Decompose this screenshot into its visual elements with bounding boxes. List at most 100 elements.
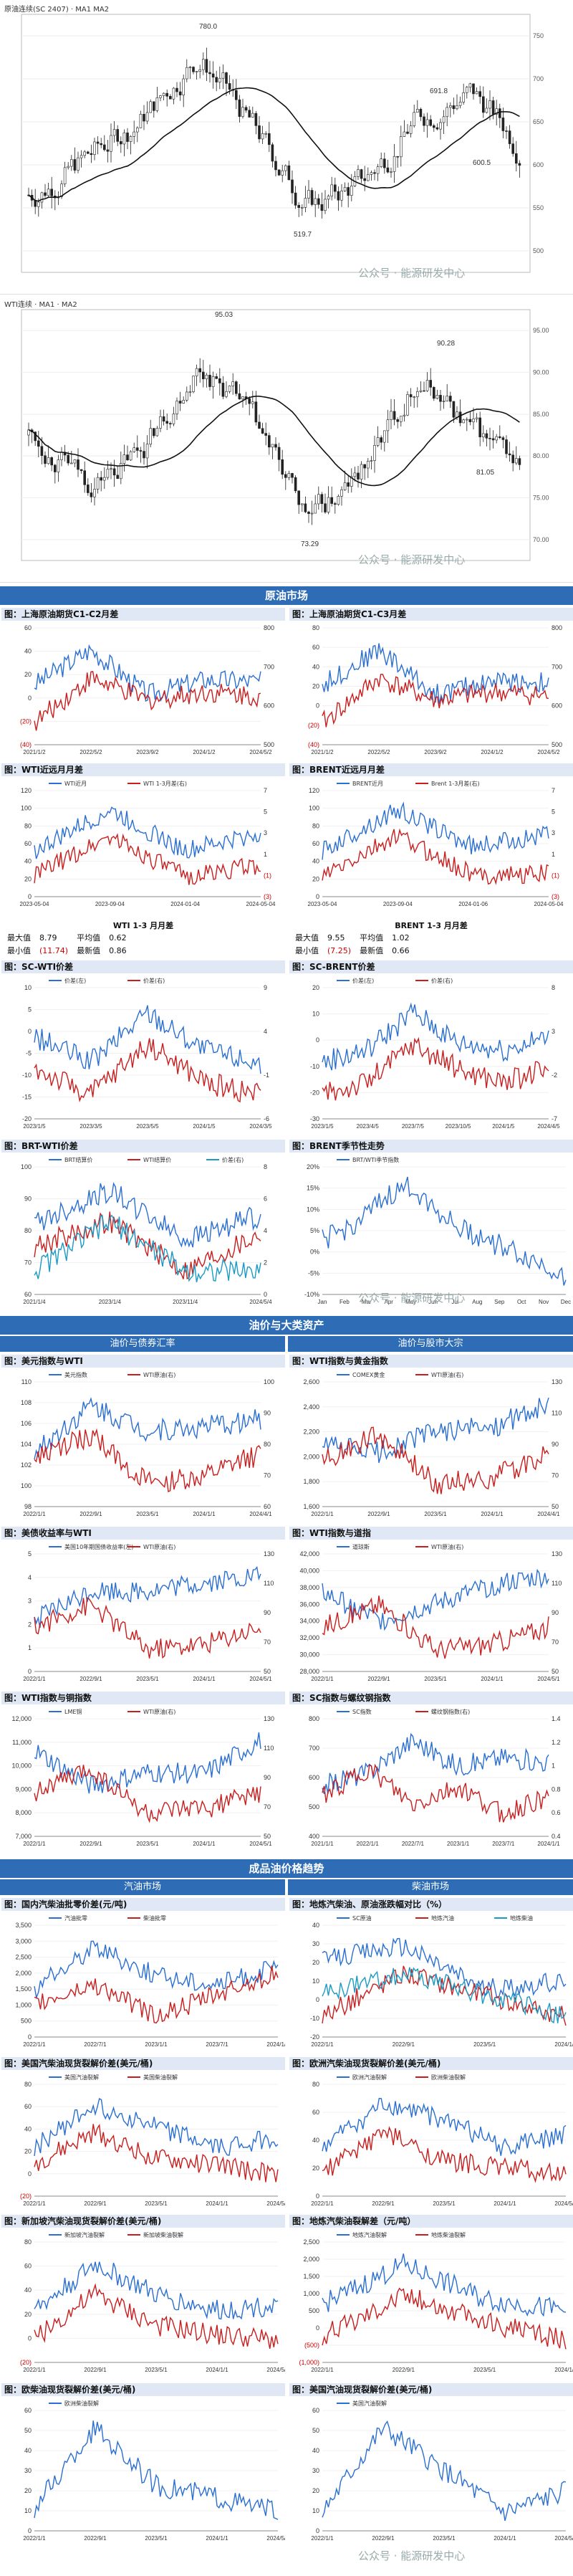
y-tick-label: 60 [24, 2407, 32, 2414]
chart-panel-sc-brent: 图：SC-BRENT价差 20 10 0 -10 -20 -30 8 3 -2 -7 2023/1/5… [289, 960, 573, 1136]
chart-title: 图：上海原油期货C1-C3月差 [289, 608, 573, 621]
candle-body [376, 166, 380, 174]
legend-label: 欧洲柴油裂解 [431, 2074, 466, 2081]
y-tick-label: 0 [28, 2170, 32, 2177]
x-tick-label: 2022/1/1 [23, 2041, 46, 2048]
table-row: 最大值 8.79 平均值 0.62 [3, 931, 131, 944]
series-line [322, 2287, 567, 2350]
candle-body [297, 205, 301, 208]
candle-body [165, 421, 168, 424]
candle-body [366, 461, 370, 469]
candle-body [129, 451, 133, 461]
candle-body [159, 95, 162, 98]
candle-body [221, 383, 225, 397]
y2-tick-label: 3 [552, 1028, 555, 1035]
series-line [322, 674, 549, 728]
chart-title: 图：SC-BRENT价差 [289, 960, 573, 973]
y-tick-label: 20 [312, 2165, 319, 2172]
y-tick-label: 28,000 [299, 1668, 319, 1675]
low-price-label: 73.29 [301, 540, 319, 548]
x-tick-label: 2023/5/1 [145, 2200, 168, 2207]
legend-label: 价差(左) [352, 977, 374, 984]
candle-body [360, 169, 363, 179]
x-tick-label: 2023/5/1 [473, 2041, 496, 2048]
table-row: 最大值 9.55 平均值 1.02 [291, 931, 414, 944]
stat-value: 9.55 [327, 932, 345, 943]
y2-tick-label: -2 [552, 1072, 557, 1079]
y-tick-label: 40 [312, 663, 319, 670]
candle-body [195, 368, 198, 376]
candle-body [149, 101, 152, 113]
legend-label: 价差(右) [431, 977, 453, 984]
y-tick-label: 120 [309, 787, 319, 794]
candle-body [77, 157, 80, 171]
y-tick-label: (20) [20, 2359, 32, 2366]
stat-label: 最小值 [7, 946, 31, 955]
chart-title: 图：BRT-WTI价差 [1, 1140, 285, 1153]
chart-panel-sg-crack: 图：新加坡汽柴油现货裂解价差(美元/桶) 80 60 40 20 0 (20) 2022/1/… [1, 2215, 285, 2380]
candle-body [448, 105, 452, 108]
y-tick-label: 70 [24, 1259, 32, 1266]
candle-body [83, 151, 86, 156]
candle-body [251, 401, 254, 404]
y-tick-label: 40 [312, 2447, 319, 2454]
y2-tick-label: (1) [552, 872, 559, 879]
candle-body [448, 396, 452, 402]
y-tick-label: -15 [22, 1094, 32, 1101]
y-tick-label: 100 [21, 1482, 32, 1489]
candle-body [340, 191, 343, 201]
candle-body [518, 458, 521, 465]
candle-body [40, 446, 44, 457]
candle-body [201, 371, 205, 380]
candle-body [122, 132, 126, 145]
candle-body [423, 116, 425, 126]
candle-body [310, 190, 314, 205]
candle-body [241, 396, 244, 400]
stat-value: 1.02 [392, 932, 410, 943]
x-tick-label: 2023/1/1 [447, 1841, 470, 1847]
candle-body [435, 127, 439, 130]
candle-body [363, 178, 367, 181]
y-tick-label: 80 [312, 2081, 319, 2088]
x-tick-label: 2024/3/5 [249, 1123, 272, 1130]
y-tick-label: 650 [533, 118, 544, 125]
y-tick-label: 2,500 [303, 2238, 319, 2246]
chart-title: 图：SC指数与螺纹钢指数 [289, 1692, 573, 1704]
candle-body [327, 497, 330, 512]
y2-tick-label: 1.4 [552, 1715, 561, 1722]
legend-label: WTI 1-3月差(右) [143, 780, 187, 787]
legend-label: 美国柴油裂解 [143, 2074, 178, 2081]
y-tick-label: 11,000 [12, 1739, 32, 1746]
candle-body [317, 198, 320, 205]
candle-body [228, 83, 231, 90]
chart-svg: 80 60 40 20 0 (20) (40) 800 700 600 500 2021/1/2 202… [308, 624, 562, 755]
y-tick-label: 7,000 [15, 1833, 32, 1840]
y2-tick-label: 600 [264, 702, 274, 710]
candle-body [129, 136, 133, 142]
y-tick-label: -5% [308, 1269, 319, 1277]
x-tick-label: 2024/1/1 [193, 1511, 216, 1517]
y-tick-label: 30 [312, 2467, 319, 2474]
series-line [322, 1967, 567, 2024]
candle-body [439, 122, 442, 130]
candle-body [333, 184, 337, 192]
candle-body [393, 411, 396, 420]
y-tick-label: 85.00 [533, 411, 549, 418]
legend-label: 美国汽油裂解 [352, 2400, 387, 2407]
candle-body [248, 110, 251, 118]
chart-panel-sc-rebar: 图：SC指数与螺纹钢指数 800 700 600 500 400 1.4 1.2 1 0.8 0.6… [289, 1692, 573, 1854]
legend-label: 价差(左) [64, 977, 86, 984]
x-tick-label: 2022/9/1 [393, 2041, 415, 2048]
chart-panel-sc-c1c3: 图：上海原油期货C1-C3月差 80 60 40 20 0 (20) (40) 800 700 60… [289, 608, 573, 762]
candle-body [93, 489, 96, 497]
y-tick-label: 120 [21, 787, 32, 794]
candle-body [514, 458, 518, 464]
candle-body [446, 107, 449, 118]
y-tick-label: 80.00 [533, 452, 549, 459]
x-tick-label: 2024/5/2 [537, 749, 560, 755]
y-tick-label: 60 [24, 2103, 32, 2110]
y-tick-label: 50 [24, 2427, 32, 2434]
chart-svg: 20% 15% 10% 5% 0% -5% -10%Jan Feb Mar Apr May Jun Ju… [304, 1156, 571, 1305]
candle-body [304, 198, 307, 208]
x-tick-label: 2022/9/1 [80, 1511, 102, 1517]
